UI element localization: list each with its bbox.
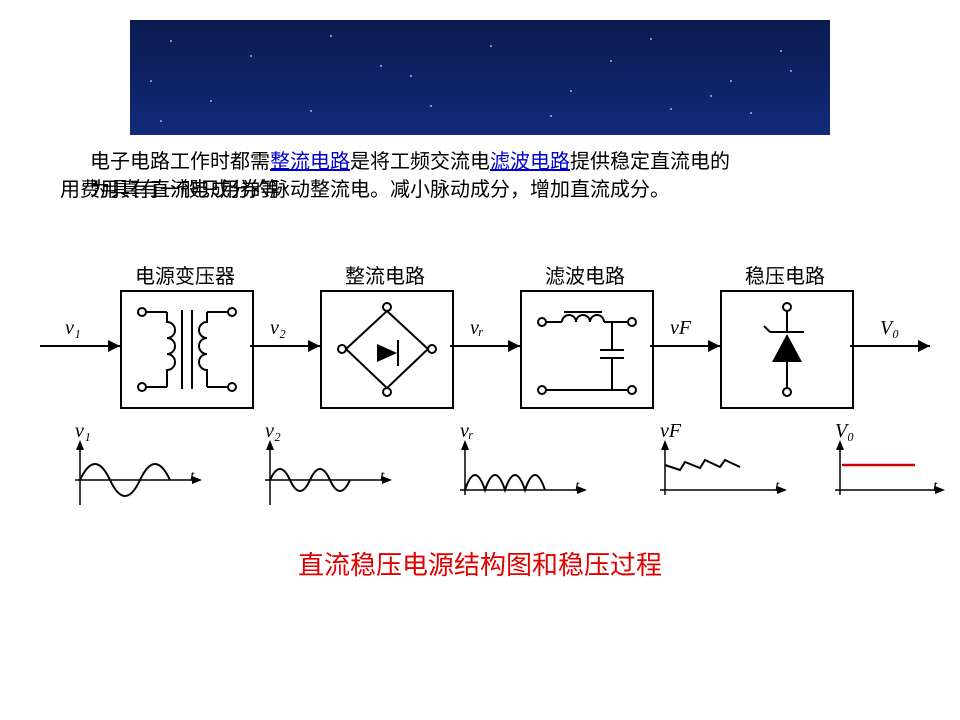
stage1-title: 电源变压器 (120, 260, 250, 289)
wave-V0 (830, 440, 950, 515)
banner-image (130, 20, 830, 135)
diagram-caption: 直流稳压电源结构图和稳压过程 (10, 545, 950, 582)
wave-vF-label: vF (660, 420, 681, 443)
link-rectifier[interactable]: 整流电路 (270, 151, 350, 173)
para-overlay: 用费用真有一般只用券等 (60, 176, 280, 204)
wave-v2-label: v₂ (265, 420, 281, 443)
arrow-1-2 (308, 340, 320, 352)
regulator-block (720, 290, 854, 409)
body-paragraph: 电子电路工作时都需整流电路是将工频交流电滤波电路提供稳定直流电的 用费用真有一般… (90, 148, 890, 204)
arrow-in (108, 340, 120, 352)
para-mid1: 是将工频交流电 (350, 151, 490, 173)
wave-vR-t: t (575, 478, 579, 496)
transformer-icon (122, 292, 252, 407)
transformer-block (120, 290, 254, 409)
sig-V0: V₀ (880, 317, 899, 340)
link-filter[interactable]: 滤波电路 (490, 151, 570, 173)
filter-icon (522, 292, 652, 407)
wave-v2 (260, 440, 395, 515)
wave-v2-t: t (380, 468, 384, 486)
rectifier-block (320, 290, 454, 409)
wave-V0-label: V₀ (835, 420, 854, 443)
arrow-2-3 (508, 340, 520, 352)
arrow-3-4 (708, 340, 720, 352)
wave-vF (655, 440, 790, 515)
arrow-out (918, 340, 930, 352)
rectifier-icon (322, 292, 452, 407)
wave-v1-label: v₁ (75, 420, 91, 443)
stage4-title: 稳压电路 (720, 260, 850, 289)
wave-v1-t: t (190, 468, 194, 486)
sig-v2: v₂ (270, 317, 286, 340)
para-prefix: 电子电路工作时都需 (90, 151, 270, 173)
filter-block (520, 290, 654, 409)
sig-vF: vF (670, 317, 691, 340)
sig-vR: vᵣ (470, 317, 484, 340)
wave-v1 (70, 440, 205, 515)
diagram-area: 电源变压器 整流电路 滤波电路 稳压电路 (10, 245, 950, 625)
wave-vF-t: t (775, 478, 779, 496)
wave-vR-label: vᵣ (460, 420, 474, 443)
regulator-icon (722, 292, 852, 407)
stage3-title: 滤波电路 (520, 260, 650, 289)
wave-V0-t: t (933, 478, 937, 496)
para-mid2: 提供稳定直流电的 (570, 151, 730, 173)
sig-v1: v₁ (65, 317, 81, 340)
stage2-title: 整流电路 (320, 260, 450, 289)
wave-vR (455, 440, 590, 515)
